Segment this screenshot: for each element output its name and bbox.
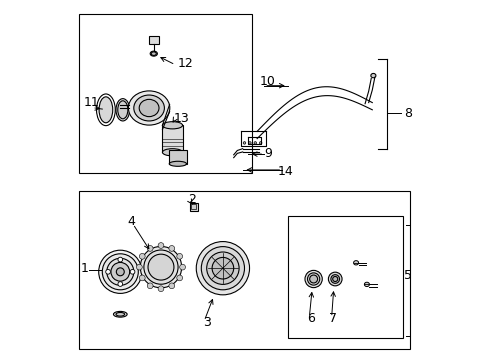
Ellipse shape: [148, 254, 174, 280]
Text: 10: 10: [260, 75, 275, 87]
Ellipse shape: [332, 276, 337, 282]
Text: 11: 11: [83, 96, 99, 109]
Text: 13: 13: [173, 112, 189, 125]
Ellipse shape: [364, 282, 368, 287]
Bar: [79, 191, 409, 349]
Ellipse shape: [150, 51, 157, 56]
Ellipse shape: [113, 311, 127, 317]
Text: 1: 1: [80, 262, 88, 275]
Ellipse shape: [99, 250, 142, 293]
Ellipse shape: [162, 122, 182, 129]
Bar: [191, 204, 196, 209]
Ellipse shape: [116, 312, 124, 316]
Ellipse shape: [248, 142, 251, 144]
Bar: [162, 125, 182, 152]
Ellipse shape: [162, 149, 182, 156]
Ellipse shape: [139, 99, 159, 117]
Ellipse shape: [370, 73, 375, 78]
Ellipse shape: [158, 286, 163, 292]
Ellipse shape: [102, 254, 138, 290]
Ellipse shape: [106, 258, 134, 285]
Ellipse shape: [151, 52, 156, 55]
Ellipse shape: [116, 99, 129, 121]
Ellipse shape: [143, 250, 178, 284]
Ellipse shape: [118, 282, 122, 287]
Text: 2: 2: [188, 193, 196, 206]
Bar: [287, 216, 402, 338]
Ellipse shape: [309, 275, 317, 283]
Text: 6: 6: [306, 312, 314, 325]
Text: 7: 7: [328, 312, 336, 325]
Ellipse shape: [111, 262, 129, 281]
Text: 14: 14: [278, 165, 293, 177]
Ellipse shape: [169, 161, 186, 166]
Text: 5: 5: [404, 269, 411, 282]
Ellipse shape: [118, 257, 122, 262]
Ellipse shape: [130, 269, 135, 274]
Ellipse shape: [134, 95, 164, 121]
Ellipse shape: [168, 283, 174, 289]
Ellipse shape: [177, 275, 182, 281]
Ellipse shape: [177, 253, 182, 259]
Ellipse shape: [147, 246, 153, 251]
Bar: [148, 36, 159, 44]
Ellipse shape: [330, 275, 339, 283]
Ellipse shape: [259, 142, 262, 144]
Ellipse shape: [147, 283, 153, 289]
Ellipse shape: [139, 253, 145, 259]
Bar: [79, 14, 251, 173]
Text: 9: 9: [264, 147, 271, 159]
Text: 8: 8: [404, 107, 411, 120]
Ellipse shape: [254, 142, 256, 144]
Ellipse shape: [307, 273, 319, 285]
Text: 12: 12: [177, 57, 193, 69]
Ellipse shape: [206, 252, 239, 284]
Ellipse shape: [140, 247, 182, 288]
Ellipse shape: [201, 247, 244, 290]
Ellipse shape: [105, 269, 110, 274]
Bar: [189, 203, 197, 211]
Ellipse shape: [118, 101, 127, 119]
Ellipse shape: [99, 97, 113, 123]
Ellipse shape: [139, 275, 145, 281]
Ellipse shape: [179, 264, 185, 270]
Ellipse shape: [116, 268, 124, 276]
Ellipse shape: [128, 91, 169, 125]
Ellipse shape: [353, 261, 358, 265]
Ellipse shape: [158, 243, 163, 248]
Ellipse shape: [328, 272, 342, 286]
Text: 4: 4: [127, 215, 135, 228]
Ellipse shape: [305, 270, 322, 288]
Bar: [169, 150, 186, 164]
Ellipse shape: [196, 242, 249, 295]
Ellipse shape: [243, 142, 245, 144]
Ellipse shape: [168, 246, 174, 251]
Ellipse shape: [212, 257, 233, 279]
Text: 3: 3: [203, 316, 210, 329]
Ellipse shape: [136, 264, 142, 270]
